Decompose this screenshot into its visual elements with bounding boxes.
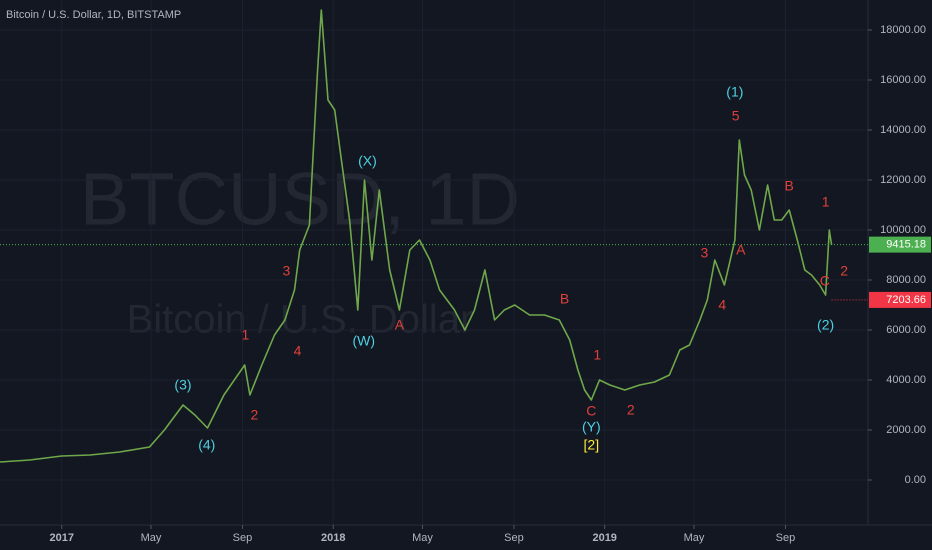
- y-tick-label: 0.00: [905, 474, 926, 486]
- wave-label: 5: [732, 108, 740, 124]
- price-tag: [869, 291, 931, 308]
- y-tick-label: 2000.00: [886, 424, 926, 436]
- price-tag: [869, 236, 931, 253]
- wave-label: 4: [718, 297, 726, 313]
- wave-label: 2: [627, 402, 635, 418]
- y-tick-label: 4000.00: [886, 374, 926, 386]
- chart-title: Bitcoin / U.S. Dollar, 1D, BITSTAMP: [6, 9, 181, 21]
- x-tick-label: May: [684, 532, 705, 544]
- wave-label: (4): [198, 437, 215, 453]
- wave-label: (X): [358, 153, 377, 169]
- wave-label: (W): [352, 333, 375, 349]
- y-tick-label: 10000.00: [880, 224, 926, 236]
- y-tick-label: 16000.00: [880, 74, 926, 86]
- x-tick-label: Sep: [776, 532, 796, 544]
- y-tick-label: 12000.00: [880, 174, 926, 186]
- wave-label: 3: [282, 263, 290, 279]
- wave-label: (Y): [582, 419, 601, 435]
- y-tick-label: 8000.00: [886, 274, 926, 286]
- x-tick-label: 2018: [321, 532, 345, 544]
- y-tick-label: 14000.00: [880, 124, 926, 136]
- wave-label: A: [395, 317, 405, 333]
- y-tick-label: 18000.00: [880, 24, 926, 36]
- wave-label: (1): [726, 84, 743, 100]
- price-tag-label: 7203.66: [886, 294, 926, 306]
- price-line: [0, 9, 833, 463]
- wave-label: B: [560, 291, 569, 307]
- wave-label: A: [736, 242, 746, 258]
- wave-label: (2): [817, 317, 834, 333]
- x-tick-label: May: [141, 532, 162, 544]
- wave-label: 4: [294, 343, 302, 359]
- wave-label: C: [586, 403, 596, 419]
- wave-label: 2: [840, 263, 848, 279]
- x-tick-label: 2017: [49, 532, 73, 544]
- price-tag-label: 9415.18: [886, 239, 926, 251]
- wave-label: [2]: [584, 437, 600, 453]
- x-tick-label: May: [412, 532, 433, 544]
- wave-label: B: [784, 178, 793, 194]
- watermark: Bitcoin / U.S. Dollar: [127, 298, 474, 342]
- y-tick-label: 6000.00: [886, 324, 926, 336]
- watermark: BTCUSD, 1D: [80, 158, 520, 241]
- wave-label: C: [820, 273, 830, 289]
- x-tick-label: Sep: [504, 532, 524, 544]
- wave-label: 1: [593, 347, 601, 363]
- x-tick-label: 2019: [592, 532, 616, 544]
- wave-label: 3: [700, 245, 708, 261]
- wave-label: (3): [174, 377, 191, 393]
- x-tick-label: Sep: [233, 532, 253, 544]
- wave-label: 1: [822, 194, 830, 210]
- wave-label: 1: [242, 327, 250, 343]
- wave-label: 2: [250, 407, 258, 423]
